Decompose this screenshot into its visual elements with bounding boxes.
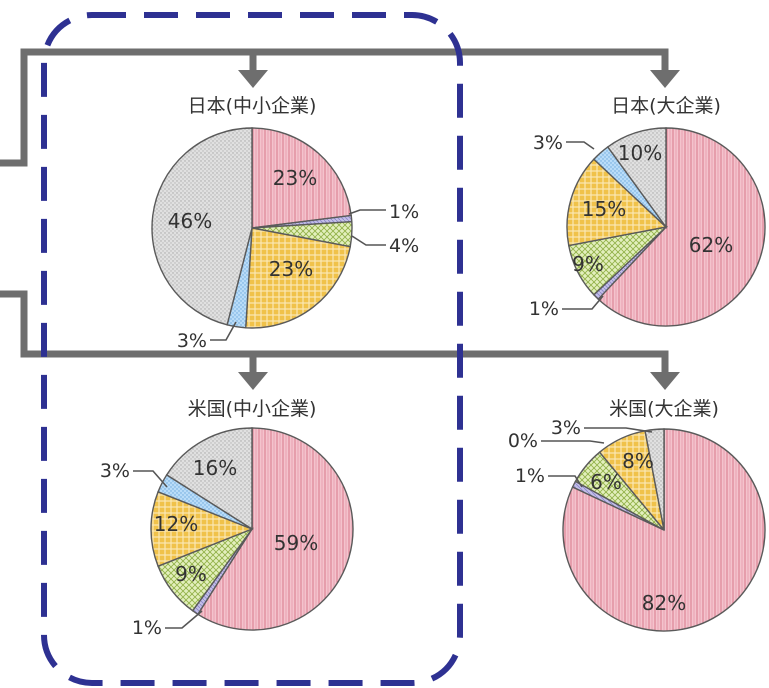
slice-label: 1% bbox=[132, 617, 162, 639]
pie-chart bbox=[151, 127, 353, 329]
pie-slice bbox=[165, 427, 253, 531]
arrowheads bbox=[238, 70, 680, 390]
slice-label: 6% bbox=[590, 470, 622, 494]
leader-line bbox=[548, 475, 583, 488]
pie-slice bbox=[566, 158, 668, 247]
slice-label: 3% bbox=[533, 132, 563, 154]
slice-label: 0% bbox=[508, 430, 538, 452]
leader-line bbox=[562, 295, 604, 310]
slice-label: 3% bbox=[100, 460, 130, 482]
slice-label: 15% bbox=[582, 197, 626, 221]
slice-label: 9% bbox=[572, 252, 604, 276]
pie-charts bbox=[150, 127, 766, 632]
pie-slice bbox=[244, 227, 352, 329]
leader-line bbox=[566, 141, 595, 150]
slice-label: 8% bbox=[622, 449, 654, 473]
slice-label: 1% bbox=[515, 465, 545, 487]
pie-labels: 23% 1% 4% 23% 3% 46% 62% 1% 9% 15% 3% 10… bbox=[100, 132, 733, 639]
slice-label: 23% bbox=[269, 257, 313, 281]
slice-label: 9% bbox=[175, 562, 207, 586]
leader-line bbox=[210, 321, 237, 341]
leader-line bbox=[541, 440, 605, 444]
slice-label: 3% bbox=[551, 417, 581, 439]
pie-slice bbox=[606, 127, 667, 230]
slice-label: 59% bbox=[274, 531, 318, 555]
leader-line bbox=[133, 470, 168, 488]
arrow-down-icon bbox=[238, 70, 268, 88]
chart-title-jp-large: 日本(大企業) bbox=[611, 95, 721, 117]
slice-label: 10% bbox=[618, 141, 662, 165]
pie-chart bbox=[562, 428, 766, 632]
pie-chart bbox=[566, 127, 766, 327]
leader-line bbox=[165, 610, 203, 629]
slice-label: 62% bbox=[689, 233, 733, 257]
slice-label: 16% bbox=[193, 456, 237, 480]
leader-line bbox=[584, 427, 653, 433]
chart-title-jp-sme: 日本(中小企業) bbox=[188, 95, 317, 117]
arrow-down-icon bbox=[650, 70, 680, 88]
connector-bottom bbox=[0, 290, 669, 376]
slice-label: 46% bbox=[168, 209, 212, 233]
pie-slice bbox=[597, 127, 766, 327]
arrow-down-icon bbox=[650, 372, 680, 390]
leader-line bbox=[351, 235, 386, 246]
highlight-frame bbox=[41, 12, 463, 686]
pie-slice bbox=[151, 127, 253, 326]
pie-slice bbox=[196, 427, 354, 631]
slice-label: 12% bbox=[154, 512, 198, 536]
slice-label: 82% bbox=[642, 591, 686, 615]
leader-lines bbox=[133, 141, 653, 629]
arrow-down-icon bbox=[238, 372, 268, 390]
slice-label: 23% bbox=[273, 166, 317, 190]
slice-label: 3% bbox=[177, 330, 207, 352]
pie-slice bbox=[251, 127, 352, 229]
chart-title-us-large: 米国(大企業) bbox=[609, 398, 719, 420]
chart-title-us-sme: 米国(中小企業) bbox=[188, 398, 317, 420]
pie-slice bbox=[150, 490, 254, 568]
connector-top bbox=[0, 48, 669, 167]
slice-label: 1% bbox=[389, 201, 419, 223]
pie-chart bbox=[150, 427, 354, 631]
slice-label: 4% bbox=[389, 235, 419, 257]
slice-label: 1% bbox=[529, 298, 559, 320]
leader-line bbox=[348, 209, 386, 215]
